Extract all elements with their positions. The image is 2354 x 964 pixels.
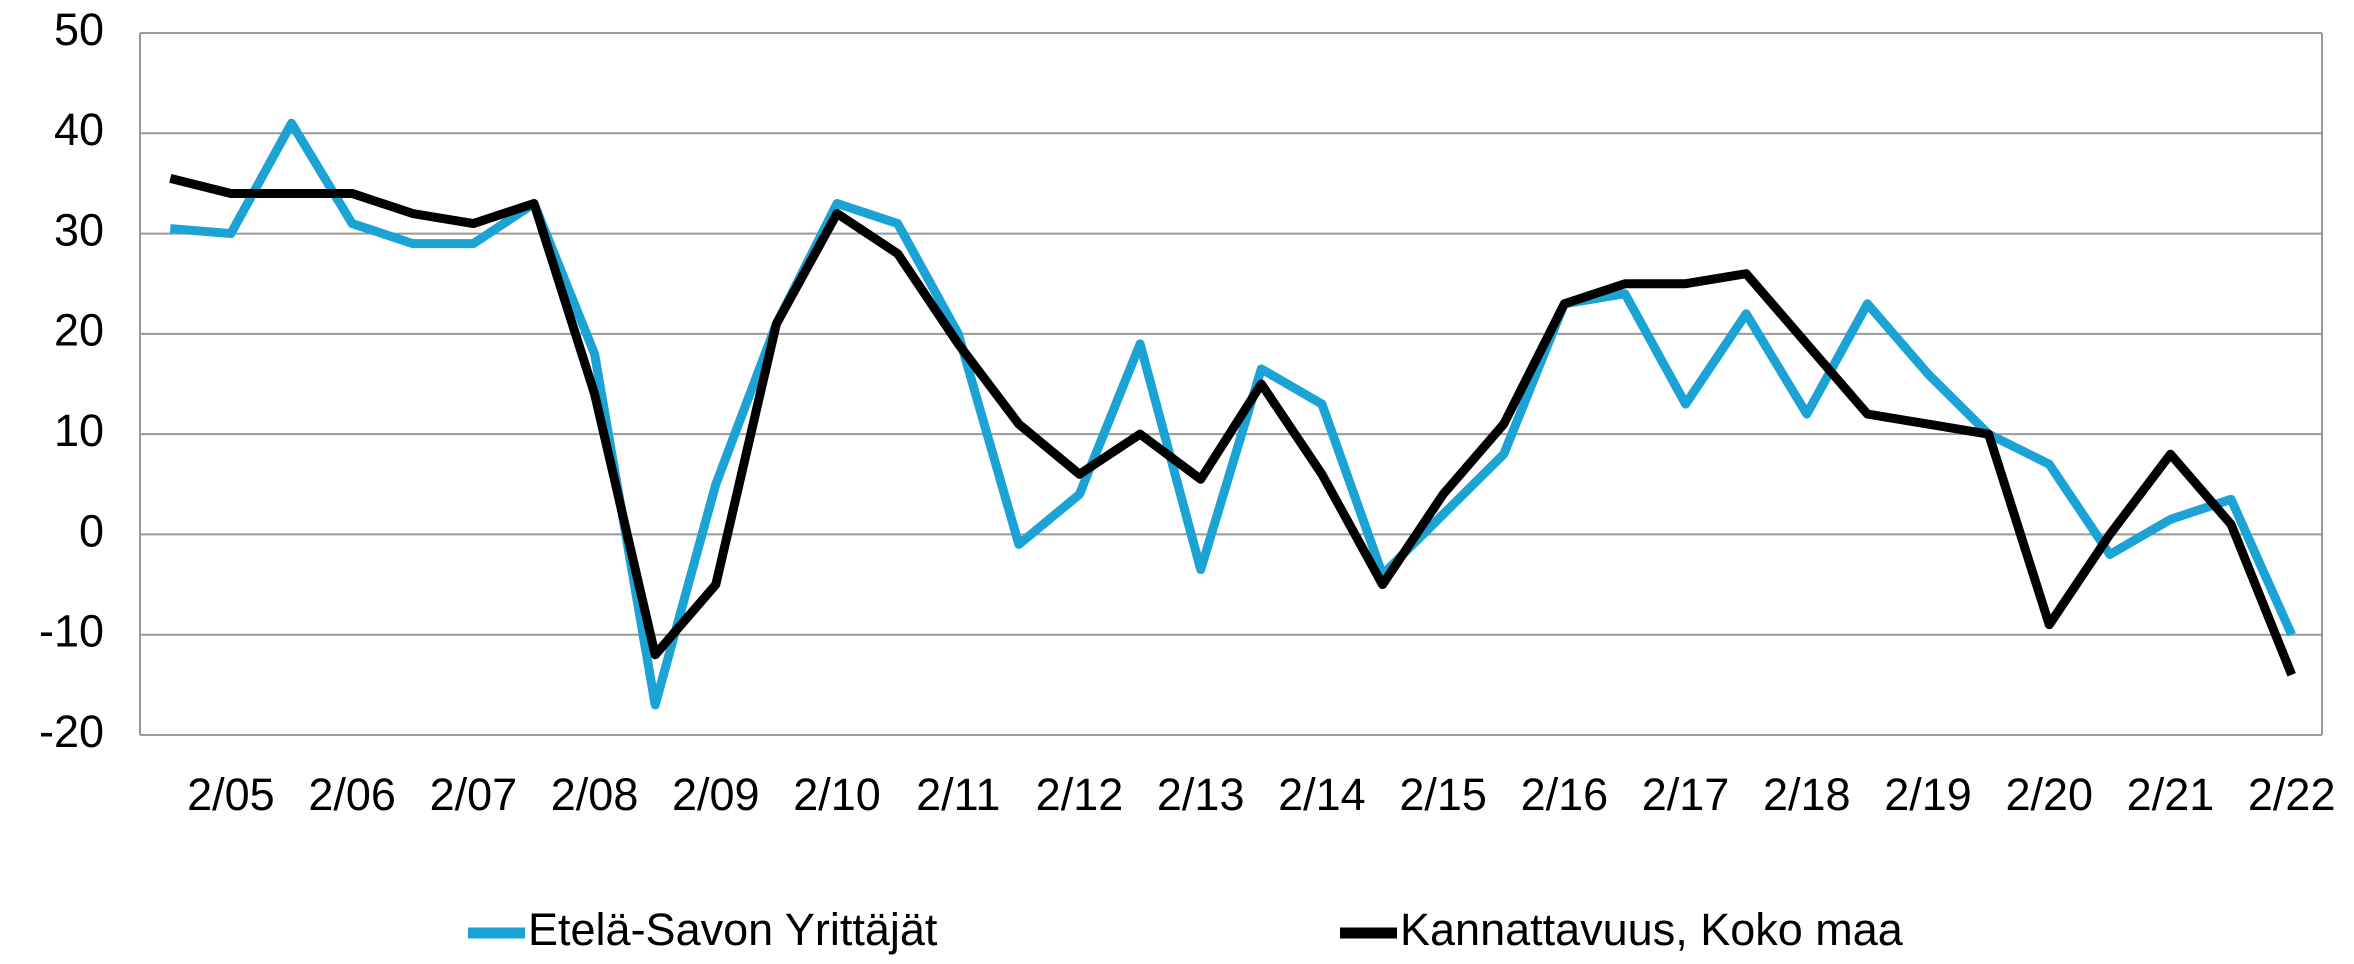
y-tick-label: 30 xyxy=(54,204,104,255)
y-tick-label: 40 xyxy=(54,104,104,155)
x-tick-label: 2/13 xyxy=(1157,769,1245,820)
y-tick-label: 0 xyxy=(79,505,104,556)
legend-label: Kannattavuus, Koko maa xyxy=(1400,904,1904,955)
series-line xyxy=(169,118,2296,710)
x-tick-label: 2/17 xyxy=(1642,769,1730,820)
x-tick-label: 2/10 xyxy=(793,769,881,820)
x-tick-label: 2/09 xyxy=(672,769,760,820)
y-tick-label: 20 xyxy=(54,305,104,356)
x-tick-label: 2/18 xyxy=(1763,769,1851,820)
y-tick-label: 10 xyxy=(54,405,104,456)
x-tick-label: 2/12 xyxy=(1036,769,1124,820)
x-tick-label: 2/19 xyxy=(1884,769,1972,820)
x-tick-label: 2/08 xyxy=(551,769,639,820)
x-tick-label: 2/07 xyxy=(430,769,518,820)
x-tick-label: 2/14 xyxy=(1278,769,1366,820)
legend-label: Etelä-Savon Yrittäjät xyxy=(528,904,938,955)
series-line xyxy=(169,174,2296,677)
x-tick-label: 2/21 xyxy=(2127,769,2215,820)
x-tick-label: 2/16 xyxy=(1521,769,1609,820)
y-tick-label: -20 xyxy=(39,706,104,757)
x-tick-label: 2/05 xyxy=(187,769,275,820)
y-tick-label: 50 xyxy=(54,4,104,55)
x-tick-label: 2/06 xyxy=(308,769,396,820)
x-tick-label: 2/15 xyxy=(1399,769,1487,820)
x-tick-label: 2/11 xyxy=(916,769,1000,820)
x-tick-label: 2/22 xyxy=(2248,769,2336,820)
y-tick-label: -10 xyxy=(39,606,104,657)
x-tick-label: 2/20 xyxy=(2005,769,2093,820)
